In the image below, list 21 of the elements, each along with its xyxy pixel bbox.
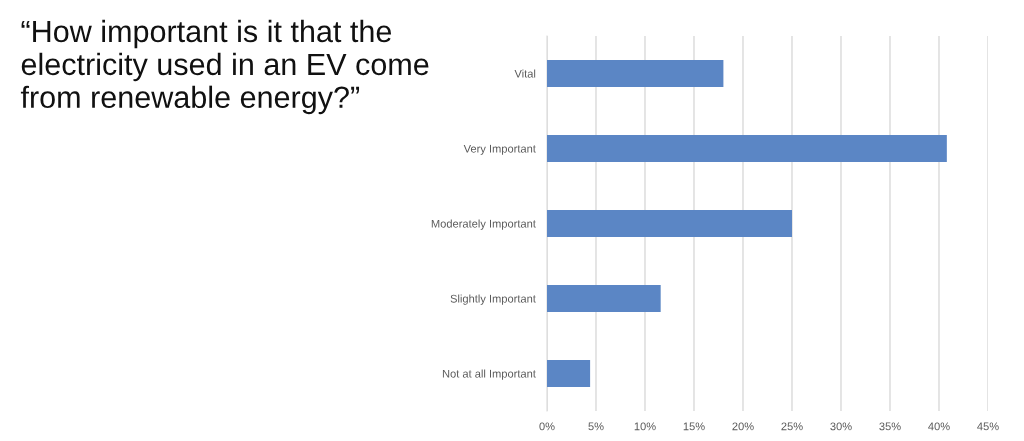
bar	[547, 360, 591, 387]
x-tick-label: 15%	[683, 422, 705, 431]
x-tick-label: 45%	[977, 422, 999, 431]
x-tick-label: 20%	[732, 422, 754, 431]
y-tick-label: Vital	[514, 69, 536, 78]
bar	[547, 210, 792, 237]
x-tick-label: 30%	[830, 422, 852, 431]
y-tick-label: Slightly Important	[450, 294, 536, 305]
x-tick-label: 0%	[539, 422, 555, 431]
bar	[547, 285, 661, 312]
y-tick-label: Not at all Important	[442, 369, 536, 380]
x-tick-label: 10%	[634, 422, 656, 431]
x-tick-label: 5%	[588, 422, 604, 431]
y-tick-label: Very Important	[463, 144, 536, 155]
bar	[547, 135, 947, 162]
text: “How important is it that the electricity used in an EV come from renewable energy?”	[20, 19, 429, 115]
x-tick-label: 35%	[879, 422, 901, 431]
y-tick-label: Moderately Important	[431, 219, 536, 230]
x-tick-label: 25%	[781, 422, 803, 431]
x-tick-label: 40%	[928, 422, 950, 431]
bar	[547, 60, 724, 87]
